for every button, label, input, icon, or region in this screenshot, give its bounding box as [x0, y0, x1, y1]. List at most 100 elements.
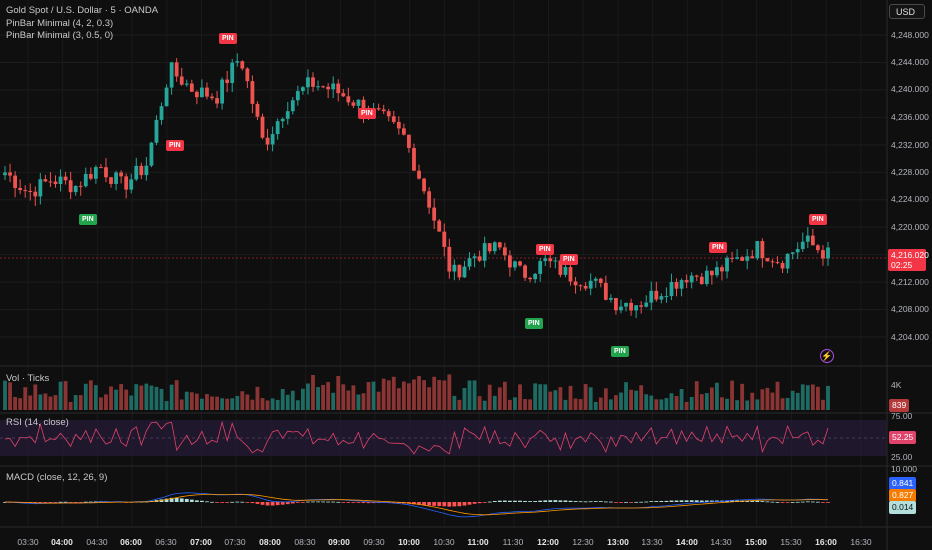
volume-bar — [508, 399, 512, 410]
volume-bar — [614, 395, 618, 410]
candle-body — [715, 267, 719, 276]
histogram-bar — [533, 501, 538, 502]
indicator-pinbar-2[interactable]: PinBar Minimal (3, 0.5, 0) — [6, 30, 114, 41]
volume-bar — [134, 384, 139, 410]
candle-body — [245, 68, 250, 82]
candle-body — [48, 181, 53, 183]
volume-bar — [8, 382, 12, 410]
volume-bar — [699, 394, 704, 410]
histogram-bar — [725, 500, 729, 502]
lightning-icon[interactable]: ⚡ — [820, 349, 834, 363]
candle-body — [134, 165, 139, 180]
candle-body — [745, 256, 750, 261]
volume-bar — [750, 392, 755, 410]
histogram-bar — [230, 501, 235, 503]
candle-body — [265, 137, 270, 145]
histogram-bar — [235, 501, 240, 503]
histogram-bar — [169, 497, 174, 502]
candle-body — [159, 106, 164, 120]
histogram-bar — [487, 501, 492, 503]
histogram-bar — [295, 502, 300, 503]
macd-title[interactable]: MACD (close, 12, 26, 9) — [6, 472, 108, 483]
histogram-bar — [805, 501, 810, 503]
histogram-bar — [523, 500, 527, 502]
volume-bar — [114, 389, 118, 410]
volume-title[interactable]: Vol · Ticks — [6, 373, 50, 384]
candle-body — [235, 61, 240, 63]
histogram-bar — [53, 502, 58, 503]
histogram-bar — [63, 501, 68, 503]
candle-body — [472, 256, 477, 259]
candle-body — [689, 275, 694, 283]
histogram-bar — [644, 501, 649, 503]
histogram-bar — [33, 502, 38, 503]
volume-bar — [740, 383, 745, 410]
candle-body — [684, 280, 689, 283]
volume-bar — [765, 387, 770, 410]
volume-bar — [225, 398, 230, 410]
volume-bar — [664, 398, 669, 410]
candle-body — [538, 261, 543, 274]
candle-body — [53, 181, 58, 184]
candle-body — [442, 231, 447, 247]
current-price-badge: 4,216.020 02:25 — [888, 249, 929, 271]
volume-bar — [164, 401, 169, 410]
histogram-bar — [83, 501, 88, 503]
symbol-title[interactable]: Gold Spot / U.S. Dollar · 5 · OANDA — [6, 5, 159, 16]
candle-body — [144, 165, 149, 176]
volume-bar — [533, 383, 538, 410]
candle-body — [336, 83, 341, 94]
candle-body — [73, 185, 78, 193]
histogram-bar — [765, 501, 770, 503]
candle-body — [270, 134, 275, 145]
candle-body — [725, 257, 729, 272]
volume-bar — [563, 399, 568, 410]
volume-bar — [810, 384, 815, 410]
candle-body — [614, 297, 618, 311]
candle-body — [826, 247, 830, 259]
rsi-axis-label: 75.00 — [891, 411, 913, 421]
candle-body — [785, 253, 790, 269]
candle-body — [255, 103, 260, 117]
volume-bar — [316, 387, 320, 410]
candle-body — [528, 277, 533, 280]
volume-bar — [159, 388, 164, 410]
volume-bar — [659, 399, 664, 410]
histogram-bar — [508, 500, 512, 502]
candle-body — [674, 282, 679, 289]
volume-bar — [124, 389, 129, 410]
volume-bar — [795, 392, 800, 410]
histogram-bar — [442, 502, 447, 507]
volume-bar — [326, 382, 331, 410]
candle-body — [83, 173, 88, 187]
time-label: 15:30 — [780, 537, 802, 547]
histogram-bar — [265, 502, 270, 506]
candle-body — [356, 99, 361, 106]
volume-bar — [745, 400, 750, 410]
histogram-bar — [689, 500, 694, 502]
candle-body — [447, 246, 452, 272]
candle-body — [396, 121, 401, 129]
price-label: 4,244.000 — [891, 57, 929, 67]
candle-body — [316, 86, 320, 88]
volume-bar — [13, 396, 17, 410]
histogram-bar — [624, 501, 628, 503]
histogram-bar — [417, 502, 421, 505]
volume-bar — [482, 400, 487, 410]
histogram-bar — [608, 501, 613, 503]
volume-bar — [371, 381, 376, 410]
volume-bar — [593, 401, 598, 410]
indicator-pinbar-1[interactable]: PinBar Minimal (4, 2, 0.3) — [6, 18, 114, 29]
volume-bar — [154, 386, 159, 410]
rsi-title[interactable]: RSI (14, close) — [6, 417, 69, 428]
currency-button[interactable]: USD — [889, 4, 925, 19]
volume-bar — [215, 396, 219, 410]
histogram-bar — [290, 502, 295, 504]
candle-body — [43, 179, 48, 182]
histogram-bar — [477, 502, 482, 504]
volume-bar — [391, 376, 396, 410]
candle-body — [341, 93, 346, 97]
volume-bar — [634, 390, 639, 410]
candle-body — [104, 167, 108, 178]
